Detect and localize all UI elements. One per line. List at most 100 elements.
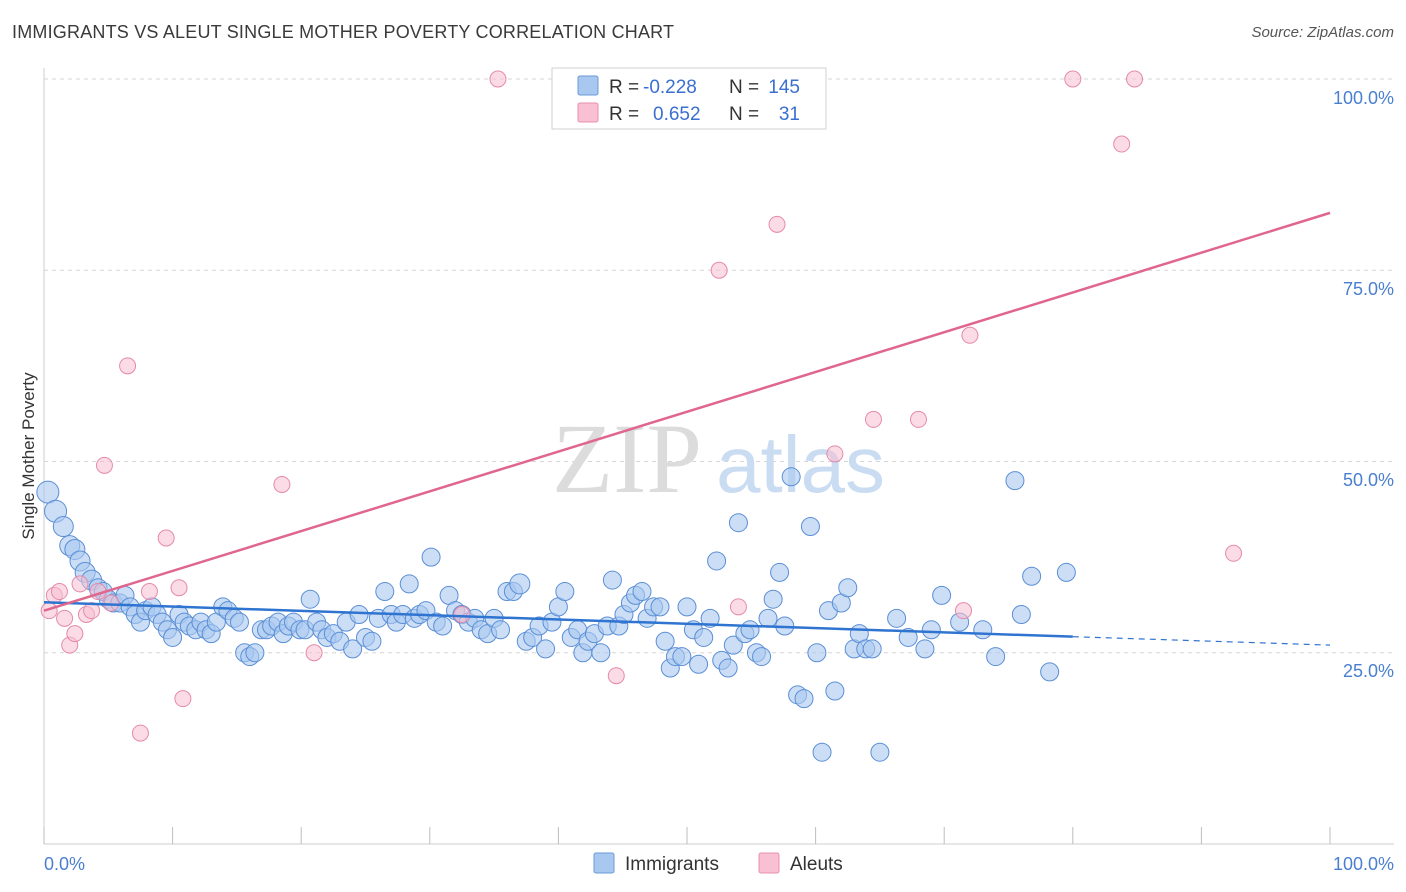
stats-legend: R = -0.228 N = 145 R = 0.652 N = 31: [551, 67, 827, 130]
series-legend-label-aleuts: Aleuts: [790, 854, 843, 875]
immigrants-point: [433, 616, 453, 636]
immigrants-point: [800, 517, 820, 537]
aleuts-point: [56, 609, 74, 627]
immigrants-point: [300, 589, 320, 609]
immigrants-point: [986, 647, 1006, 667]
immigrants-point: [887, 608, 907, 628]
immigrants-point: [898, 627, 918, 647]
immigrants-point: [509, 573, 531, 595]
aleuts-point: [453, 606, 471, 623]
series-legend: Immigrants Aleuts: [593, 852, 843, 875]
legend-r-value-aleuts: 0.652: [653, 104, 701, 125]
aleuts-point: [131, 724, 149, 742]
immigrants-point: [1011, 605, 1031, 624]
immigrants-point: [163, 627, 183, 647]
aleuts-point: [826, 445, 844, 463]
legend-n-value-aleuts: 31: [779, 104, 800, 125]
immigrants-point: [770, 562, 790, 582]
aleuts-point: [607, 667, 625, 685]
immigrants-point: [723, 635, 743, 655]
aleuts-point: [170, 579, 188, 597]
y-tick-label-100: 100.0%: [1333, 88, 1394, 108]
aleuts-trend-line: [43, 211, 1331, 612]
immigrants-point: [52, 516, 74, 538]
immigrants-point: [694, 627, 714, 647]
immigrants-point: [343, 639, 363, 659]
immigrants-point: [718, 658, 738, 678]
aleuts-point: [710, 261, 728, 279]
immigrants-point: [602, 570, 622, 590]
immigrants-point: [655, 631, 675, 651]
aleuts-point: [273, 475, 291, 493]
trend-lines: [43, 211, 1331, 646]
immigrants-point: [807, 643, 827, 663]
immigrants-point: [1056, 562, 1076, 582]
x-tick-label-max: 100.0%: [1333, 854, 1394, 874]
aleuts-point: [95, 456, 113, 474]
legend-swatch-aleuts: [577, 102, 599, 123]
y-tick-label-75: 75.0%: [1343, 279, 1394, 299]
immigrants-point: [632, 582, 652, 602]
legend-swatch-immigrants: [577, 75, 599, 96]
legend-n-label-aleuts: N =: [729, 104, 759, 125]
aleuts-point: [729, 598, 747, 616]
immigrants-point: [229, 612, 249, 632]
y-tick-label-25: 25.0%: [1343, 661, 1394, 681]
immigrants-point: [781, 467, 801, 487]
immigrants-point: [591, 643, 611, 663]
aleuts-point: [40, 602, 58, 620]
aleuts-point: [489, 70, 507, 88]
aleuts-point: [102, 594, 120, 612]
immigrants-point: [375, 582, 395, 602]
immigrants-trend-line: [43, 601, 1073, 638]
legend-r-value-immigrants: -0.228: [643, 77, 697, 98]
aleuts-point: [864, 410, 882, 428]
aleuts-point: [50, 583, 68, 601]
aleuts-point: [768, 215, 786, 233]
series-legend-swatch-immigrants: [593, 852, 615, 874]
series-legend-label-immigrants: Immigrants: [625, 854, 719, 875]
legend-n-label-immigrants: N =: [729, 77, 759, 98]
aleuts-point: [961, 326, 979, 344]
immigrants-point: [973, 620, 993, 640]
immigrants-point: [794, 689, 814, 709]
immigrants-point: [650, 597, 670, 617]
immigrants-point: [728, 513, 748, 533]
aleuts-point: [1225, 544, 1243, 562]
aleuts-point: [71, 575, 89, 593]
immigrants-point: [915, 639, 935, 659]
aleuts-point: [119, 357, 137, 375]
source-credit: Source: ZipAtlas.com: [1251, 24, 1394, 41]
immigrants-point: [752, 647, 772, 667]
aleuts-point: [954, 602, 972, 620]
aleuts-point: [140, 583, 158, 601]
x-tick-label-min: 0.0%: [44, 854, 85, 874]
aleuts-point: [66, 625, 84, 643]
immigrants-point: [1005, 471, 1025, 491]
immigrants-trend-extension: [1072, 636, 1331, 646]
immigrants-point: [862, 639, 882, 659]
aleuts-point: [1126, 70, 1144, 88]
aleuts-point: [1064, 70, 1082, 88]
immigrants-point: [740, 620, 760, 640]
chart-title: IMMIGRANTS VS ALEUT SINGLE MOTHER POVERT…: [12, 22, 675, 42]
y-tick-label-50: 50.0%: [1343, 470, 1394, 490]
aleuts-point: [305, 644, 323, 662]
series-legend-swatch-aleuts: [758, 852, 780, 874]
immigrants-point: [870, 742, 890, 762]
watermark-atlas: atlas: [716, 420, 885, 509]
immigrants-point: [932, 585, 952, 605]
immigrants-point: [838, 578, 858, 598]
immigrants-point: [536, 639, 556, 659]
aleuts-point: [157, 529, 175, 547]
immigrants-point: [707, 551, 727, 571]
immigrants-point: [362, 631, 382, 651]
immigrants-point: [245, 643, 265, 663]
immigrants-point: [491, 620, 511, 640]
immigrants-point: [700, 608, 720, 628]
immigrants-point: [1040, 662, 1060, 682]
immigrants-point: [689, 654, 709, 674]
aleuts-point: [1113, 135, 1131, 153]
immigrants-point: [921, 620, 941, 640]
